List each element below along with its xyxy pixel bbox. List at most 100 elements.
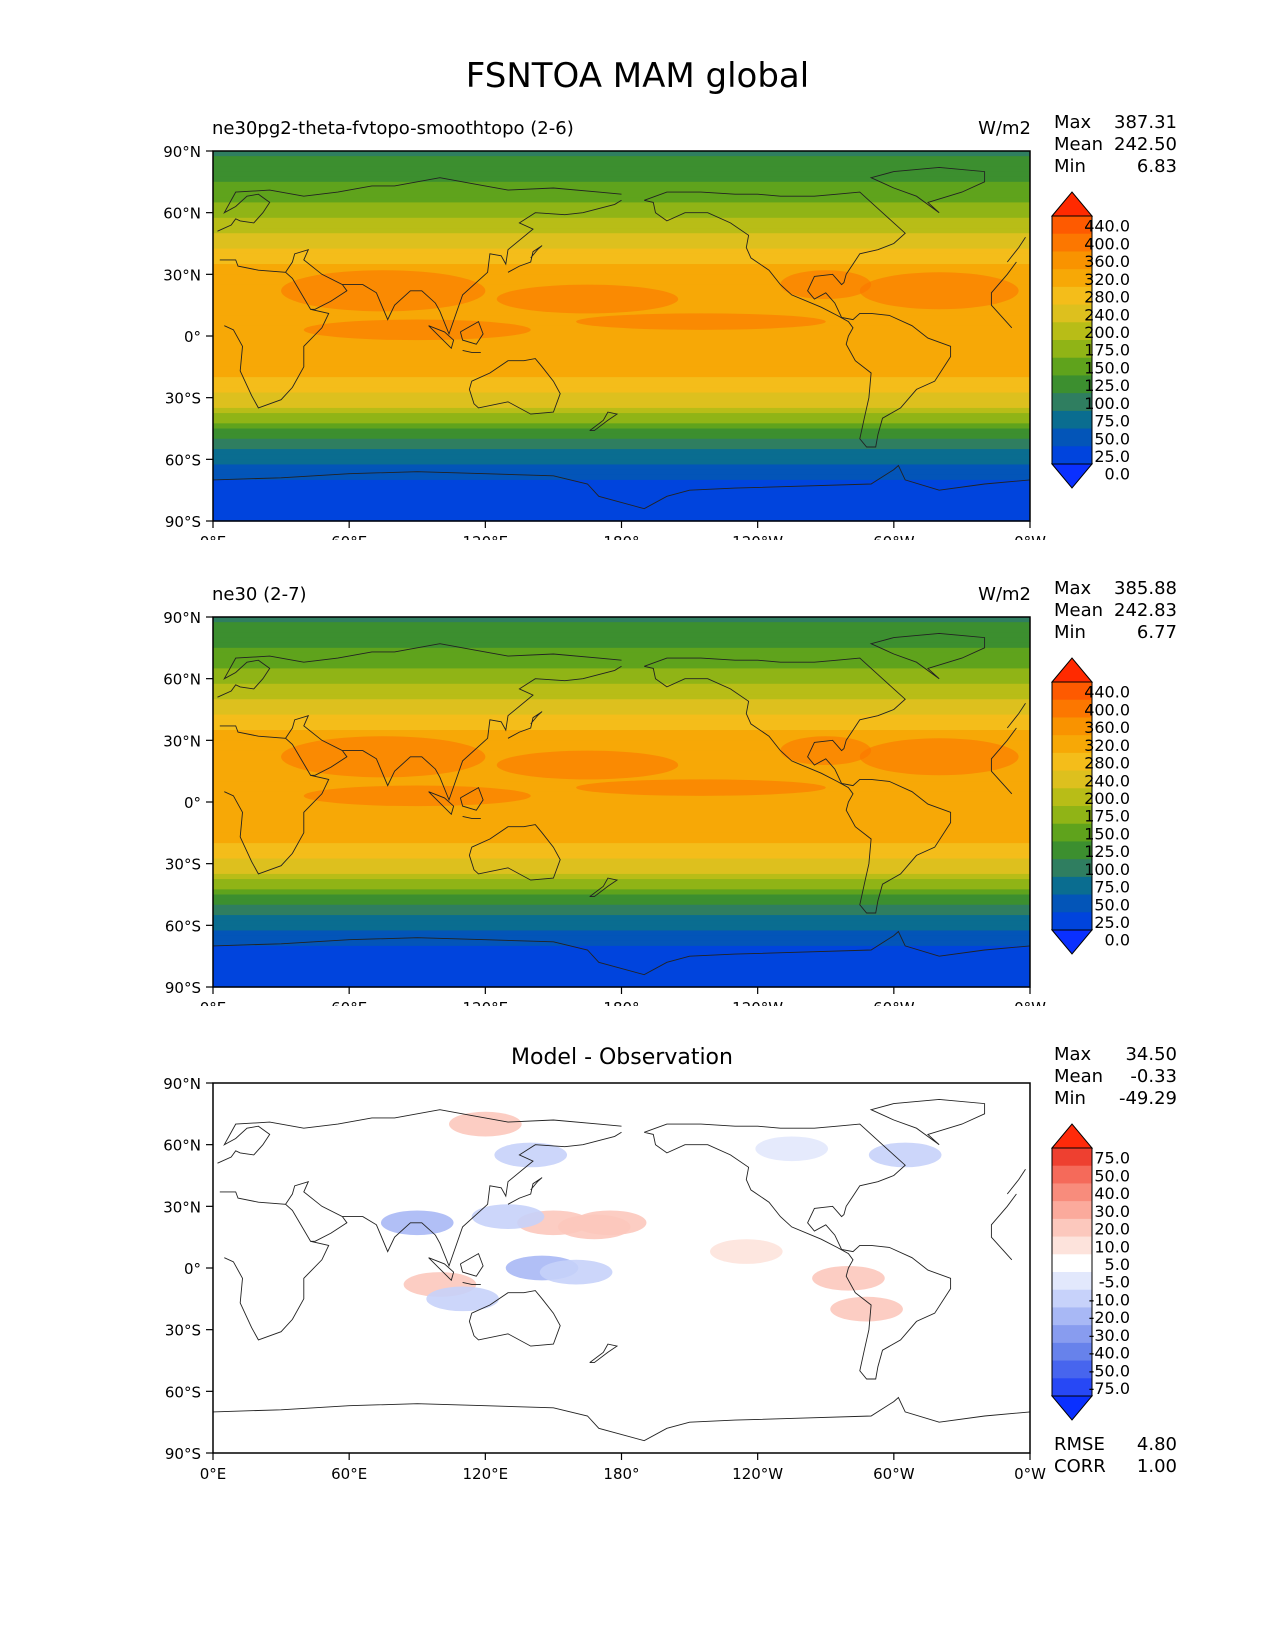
- coastline: [468, 824, 561, 881]
- zonal-band: [213, 346, 1030, 353]
- zonal-band: [213, 909, 1030, 916]
- colorbar: 75.050.040.030.020.010.05.0-5.0-10.0-20.…: [1050, 1123, 1130, 1421]
- colorbar-frame: [1051, 681, 1093, 931]
- zonal-band: [213, 233, 1030, 239]
- colorbar-segment: [1052, 322, 1092, 341]
- zonal-band: [213, 848, 1030, 854]
- panel-title: ne30 (2-7): [212, 584, 307, 605]
- colorbar-segment: [1052, 446, 1092, 465]
- coastline: [217, 1109, 1026, 1195]
- coastline: [507, 711, 543, 739]
- high-value-region: [576, 779, 826, 796]
- lat-tick-label: 0°: [184, 794, 201, 812]
- colorbar-frame: [1051, 1147, 1093, 1397]
- lon-tick-label: 60°E: [331, 1465, 367, 1483]
- lon-tick-label: 60°W: [873, 999, 915, 1006]
- colorbar-frame: [1051, 215, 1093, 465]
- colorbar-segment: [1052, 823, 1092, 842]
- stat-max-label: Max: [1054, 112, 1092, 133]
- colorbar-segment: [1052, 770, 1092, 789]
- stat-min-label: Min: [1054, 156, 1086, 177]
- colorbar-extend-min: [1050, 463, 1094, 489]
- colorbar-tick-label: 240.0: [1084, 305, 1130, 324]
- colorbar-segment: [1052, 375, 1092, 394]
- map-background: [213, 1083, 1030, 1453]
- zonal-band: [213, 382, 1030, 388]
- zonal-band: [213, 377, 1030, 383]
- zonal-band: [213, 341, 1030, 347]
- zonal-band: [213, 510, 1030, 517]
- coastline: [644, 657, 952, 914]
- zonal-band: [213, 894, 1030, 901]
- coastline: [219, 725, 1017, 875]
- colorbar-tick-label: -30.0: [1089, 1326, 1130, 1345]
- colorbar-tick-label: 280.0: [1084, 754, 1130, 773]
- lon-tick-label: 120°E: [463, 533, 509, 540]
- zonal-band: [213, 966, 1030, 973]
- lat-tick-label: 90°N: [163, 609, 201, 627]
- zonal-band: [213, 310, 1030, 317]
- zonal-band: [213, 428, 1030, 435]
- map-axes: 90°N 60°N 30°N 0° 30°S 60°S 90°S 0°E 60°E 120°E 18…: [163, 143, 1046, 540]
- zonal-band: [213, 981, 1030, 988]
- colorbar-tick-label: 320.0: [1084, 270, 1130, 289]
- zonal-band: [213, 817, 1030, 824]
- coastline: [644, 1123, 952, 1380]
- zonal-band: [213, 807, 1030, 813]
- map-field: [212, 617, 1031, 988]
- lat-tick-label: 90°S: [165, 513, 201, 531]
- zonal-band: [213, 961, 1030, 968]
- zonal-band: [213, 617, 1030, 623]
- high-value-region: [576, 313, 826, 330]
- zonal-band: [213, 837, 1030, 844]
- colorbar-tick-label: 0.0: [1105, 465, 1130, 484]
- zonal-band: [213, 632, 1030, 639]
- colorbar-segment: [1052, 1148, 1092, 1167]
- zonal-band: [213, 976, 1030, 983]
- zonal-band: [213, 423, 1030, 430]
- lon-tick-label: 60°W: [873, 1465, 915, 1483]
- anomaly-patch: [868, 1142, 942, 1168]
- zonal-band: [213, 490, 1030, 496]
- colorbar-segment: [1052, 428, 1092, 447]
- colorbar-segment: [1052, 1342, 1092, 1362]
- lat-tick-label: 60°N: [163, 671, 201, 689]
- colorbar-tick-label: 440.0: [1084, 683, 1130, 702]
- colorbar-tick-label: -10.0: [1089, 1290, 1130, 1309]
- lat-tick-label: 0°: [184, 1260, 201, 1278]
- anomaly-patch: [449, 1111, 522, 1137]
- zonal-band: [213, 884, 1030, 890]
- colorbar-tick-label: 10.0: [1094, 1237, 1130, 1256]
- colorbar-segment: [1052, 912, 1092, 931]
- stat-max-value: 34.50: [1125, 1044, 1177, 1065]
- zonal-band: [213, 166, 1030, 173]
- zonal-band: [213, 879, 1030, 885]
- lat-tick-label: 90°S: [165, 979, 201, 997]
- units-label: W/m2: [978, 584, 1031, 605]
- colorbar-segment: [1052, 286, 1092, 306]
- stats-block: Max 387.31 Mean 242.50 Min 6.83: [1054, 112, 1177, 177]
- anomaly-patch: [830, 1296, 903, 1322]
- high-value-region: [281, 270, 486, 312]
- zonal-band: [213, 222, 1030, 229]
- coastline: [342, 665, 622, 802]
- lon-tick-label: 0°W: [1014, 1465, 1046, 1483]
- lat-tick-label: 30°N: [163, 732, 201, 750]
- coastline: [342, 1131, 622, 1268]
- lon-tick-label: 0°W: [1014, 999, 1046, 1006]
- rmse-label: RMSE: [1054, 1434, 1105, 1455]
- zonal-band: [213, 956, 1030, 962]
- colorbar-segment: [1052, 1378, 1092, 1397]
- colorbar-tick-label: -5.0: [1099, 1273, 1130, 1292]
- lon-tick-label: 180°: [603, 533, 639, 540]
- colorbar-tick-label: 50.0: [1094, 895, 1130, 914]
- units-label: W/m2: [978, 118, 1031, 139]
- colorbar-segment: [1052, 357, 1092, 376]
- zonal-band: [213, 853, 1030, 860]
- colorbar-tick-label: 175.0: [1084, 807, 1130, 826]
- zonal-band: [213, 366, 1030, 373]
- colorbar-segment: [1052, 1289, 1092, 1308]
- zonal-band: [213, 192, 1030, 198]
- zonal-band: [213, 459, 1030, 466]
- zonal-band: [213, 176, 1030, 183]
